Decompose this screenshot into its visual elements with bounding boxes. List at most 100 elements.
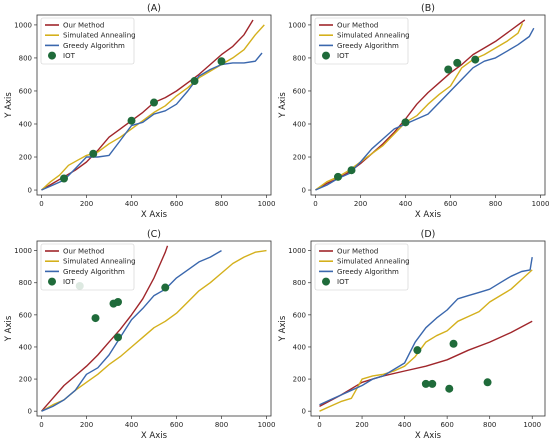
x-tick-label: 600 (170, 200, 183, 208)
series-line-greedy-algorithm (41, 249, 222, 412)
y-tick-label: 600 (19, 87, 32, 95)
y-axis-label: Y Axis (278, 315, 288, 342)
y-tick-label: 0 (28, 187, 32, 195)
x-tick-label: 600 (444, 200, 457, 208)
iot-point (334, 172, 342, 181)
iot-point (127, 116, 136, 125)
legend-box (40, 243, 135, 291)
x-tick-label: 200 (355, 421, 368, 429)
legend-label: IOT (337, 278, 350, 286)
iot-point (347, 166, 356, 175)
y-tick-label: 0 (28, 408, 32, 416)
y-tick-label: 1000 (288, 21, 306, 29)
x-tick-label: 400 (125, 200, 138, 208)
x-axis-label: X Axis (415, 210, 442, 220)
y-tick-label: 1000 (288, 247, 306, 255)
legend-label: Our Method (337, 248, 378, 256)
y-tick-label: 1000 (14, 21, 32, 29)
iot-point (453, 58, 462, 67)
iot-point (114, 298, 122, 307)
panel-d: (D) 0 200 400 600 800 1000 0 200 400 600 800 1000 X A… (278, 229, 546, 438)
legend-box (314, 243, 409, 291)
plot-frame (310, 14, 546, 196)
panel-title-b: (B) (421, 3, 435, 14)
y-tick-label: 0 (302, 187, 306, 195)
x-tick-label: 800 (215, 421, 228, 429)
legend-a: Our Method Simulated Annealing Greedy Algo… (40, 17, 136, 65)
x-tick-label: 800 (489, 200, 502, 208)
legend-label: Our Method (63, 22, 104, 30)
y-tick-label: 1000 (14, 247, 32, 255)
y-tick-label: 200 (19, 154, 32, 162)
plot-area-d (319, 256, 533, 412)
legend-label: Greedy Algorithm (63, 42, 125, 50)
legend-box (40, 17, 135, 65)
iot-point (60, 174, 68, 183)
y-tick-label: 0 (302, 408, 306, 416)
legend-label: IOT (337, 52, 350, 60)
iot-point (449, 339, 458, 348)
x-tick-label: 600 (440, 421, 453, 429)
iot-point (421, 379, 430, 388)
iot-point (190, 77, 199, 86)
legend-swatch-iot (322, 277, 330, 286)
iot-point (483, 378, 492, 387)
iot-point (445, 384, 454, 393)
iot-point (161, 283, 170, 292)
x-tick-label: 0 (39, 200, 43, 208)
series-line-greedy-algorithm (319, 256, 533, 406)
plot-area-b (315, 19, 535, 191)
x-tick-label: 1000 (523, 421, 541, 429)
y-axis-label: Y Axis (278, 92, 288, 119)
y-tick-label: 400 (19, 343, 32, 351)
x-tick-label: 1000 (258, 200, 276, 208)
iot-point (413, 346, 422, 355)
legend-b: Our Method Simulated Annealing Greedy Algo… (314, 17, 410, 65)
iot-point (217, 57, 226, 66)
x-tick-label: 200 (80, 421, 93, 429)
x-tick-label: 1000 (532, 200, 550, 208)
series-line-greedy-algorithm (41, 52, 263, 191)
y-tick-label: 600 (19, 311, 32, 319)
y-tick-label: 800 (19, 54, 32, 62)
iot-point (428, 379, 437, 388)
x-tick-label: 1000 (258, 421, 276, 429)
legend-d: Our Method Simulated Annealing Greedy Algo… (314, 243, 410, 291)
iot-point (401, 118, 410, 127)
plot-frame (310, 240, 546, 417)
panel-c: (C) 0 200 400 600 800 1000 0 200 400 600 800 1000 X A… (4, 229, 275, 438)
plot-area-a (41, 19, 265, 191)
series-line-simulated-annealing (319, 269, 533, 412)
legend-c: Our Method Simulated Annealing Greedy Algo… (40, 243, 136, 291)
legend-label: IOT (63, 52, 76, 60)
legend-label: Simulated Annealing (337, 32, 410, 40)
y-tick-label: 800 (293, 279, 306, 287)
panel-title-d: (D) (421, 229, 436, 240)
legend-swatch-iot (322, 51, 330, 60)
legend-label: Simulated Annealing (63, 258, 136, 266)
legend-label: Simulated Annealing (337, 258, 410, 266)
series-line-simulated-annealing (41, 24, 265, 191)
x-tick-label: 0 (317, 421, 321, 429)
x-tick-label: 800 (483, 421, 496, 429)
y-tick-label: 600 (293, 87, 306, 95)
plot-area-c (40, 245, 267, 412)
iot-point (150, 98, 158, 107)
y-tick-label: 400 (293, 120, 306, 128)
x-tick-label: 0 (39, 421, 43, 429)
x-tick-label: 600 (170, 421, 183, 429)
series-line-our-method (40, 245, 169, 412)
plot-frame (36, 14, 272, 196)
x-tick-label: 200 (80, 200, 93, 208)
panel-title-a: (A) (147, 3, 161, 14)
y-tick-label: 800 (19, 279, 32, 287)
y-tick-label: 400 (293, 343, 306, 351)
series-line-our-method (41, 19, 254, 191)
legend-label: Greedy Algorithm (337, 42, 399, 50)
y-axis-label: Y Axis (4, 315, 14, 342)
x-tick-label: 0 (313, 200, 317, 208)
y-tick-label: 400 (19, 120, 32, 128)
legend-label: Simulated Annealing (63, 32, 136, 40)
legend-label: Our Method (63, 248, 104, 256)
